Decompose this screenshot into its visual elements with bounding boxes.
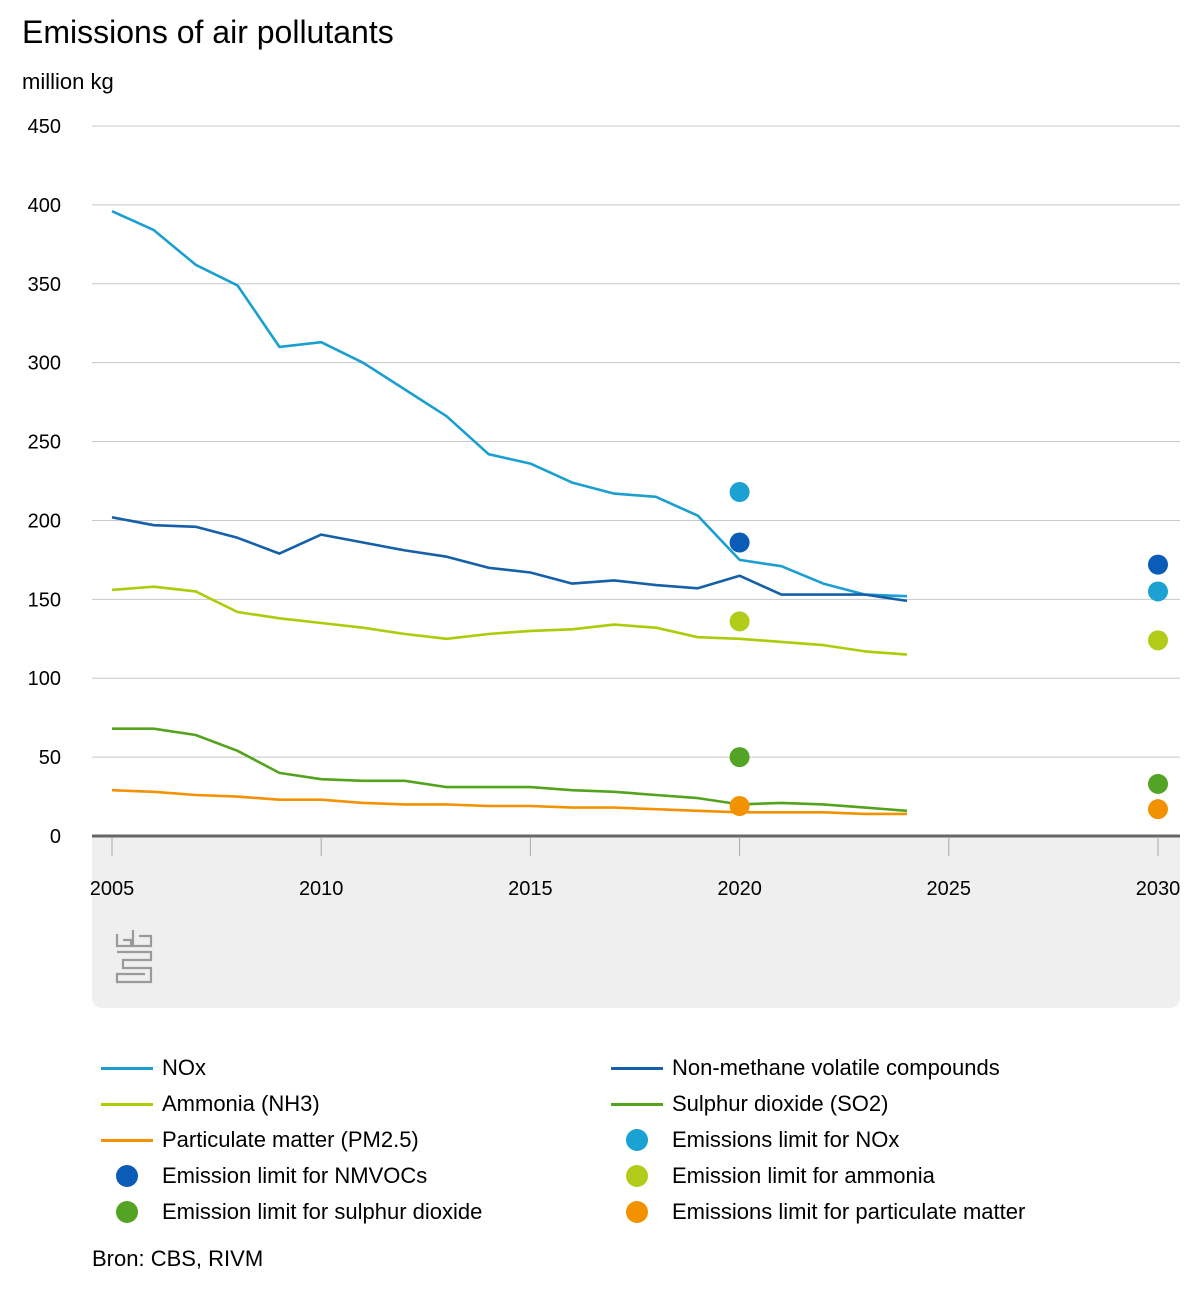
y-tick-label: 100 (28, 668, 61, 690)
limit-dot-emissions-limit-for-nox-2030 (1148, 581, 1168, 602)
limit-dots (729, 482, 1168, 820)
cbs-logo-icon (115, 930, 153, 984)
series-line-sulphur-dioxide-so2 (112, 727, 908, 813)
legend-item: Sulphur dioxide (SO2) (602, 1086, 1092, 1122)
y-tick-label: 400 (28, 195, 61, 217)
limit-dot-emission-limit-for-sulphur-dioxide-2030 (1148, 773, 1168, 794)
limit-dot-emission-limit-for-ammonia-2020 (729, 611, 750, 632)
series-line-ammonia-nh3 (111, 585, 908, 656)
legend-line-swatch (602, 1102, 672, 1106)
legend-label: Particulate matter (PM2.5) (162, 1127, 419, 1152)
legend-label: Sulphur dioxide (SO2) (672, 1091, 889, 1116)
y-tick-label: 300 (28, 353, 61, 375)
legend-dot-swatch (602, 1165, 672, 1187)
x-tick-label: 2010 (299, 878, 344, 900)
legend-dot-swatch (602, 1201, 672, 1223)
x-tick-label: 2025 (927, 878, 972, 900)
x-tick-label: 2005 (90, 878, 135, 900)
legend-item: Emission limit for ammonia (602, 1158, 1092, 1194)
limit-dot-emission-limit-for-nmvocs-2030 (1148, 554, 1168, 575)
legend-label: Emission limit for sulphur dioxide (162, 1199, 483, 1224)
limit-dot-emissions-limit-for-nox-2020 (729, 482, 750, 503)
y-tick-label: 200 (28, 510, 61, 532)
legend-dot-swatch (92, 1165, 162, 1187)
legend-label: Emissions limit for particulate matter (672, 1199, 1026, 1224)
series-lines (111, 210, 908, 816)
x-tick-label: 2020 (717, 878, 762, 900)
legend-label: NOx (162, 1055, 206, 1080)
limit-dot-emission-limit-for-ammonia-2030 (1148, 630, 1168, 651)
legend-item: Emission limit for sulphur dioxide (92, 1194, 602, 1230)
y-axis-ticks: 0 50 100 150 200 250 300 350 400 450 (28, 116, 61, 848)
legend-dot-swatch (602, 1129, 672, 1151)
legend-item: Emissions limit for NOx (602, 1122, 1092, 1158)
legend-item: Particulate matter (PM2.5) (92, 1122, 602, 1158)
legend-dot-swatch (92, 1201, 162, 1223)
legend-item: Emissions limit for particulate matter (602, 1194, 1092, 1230)
legend-line-swatch (92, 1138, 162, 1142)
legend-label: Non-methane volatile compounds (672, 1055, 1000, 1080)
legend-label: Emission limit for ammonia (672, 1163, 935, 1188)
legend-line-swatch (602, 1066, 672, 1070)
limit-dot-emissions-limit-for-particulate-matter-2030 (1148, 799, 1168, 820)
legend-item: Emission limit for NMVOCs (92, 1158, 602, 1194)
legend-label: Emission limit for NMVOCs (162, 1163, 428, 1188)
legend: NOx Non-methane volatile compounds Ammonia… (92, 1050, 1092, 1230)
y-tick-label: 50 (39, 747, 61, 769)
series-line-nox (111, 210, 908, 598)
line-chart: 0 50 100 150 200 250 300 350 400 450 2005 2010 2015… (28, 116, 1181, 1008)
legend-line-swatch (92, 1066, 162, 1070)
y-tick-label: 0 (50, 826, 61, 848)
x-axis-band-top-fill (92, 836, 1180, 856)
limit-dot-emission-limit-for-sulphur-dioxide-2020 (729, 747, 750, 768)
x-axis-band (92, 836, 1180, 1008)
x-tick-label: 2015 (508, 878, 553, 900)
series-line-particulate-matter-pm2-5 (111, 788, 907, 816)
legend-line-swatch (92, 1102, 162, 1106)
y-tick-label: 150 (28, 589, 61, 611)
x-tick-label: 2030 (1136, 878, 1181, 900)
source-note: Bron: CBS, RIVM (92, 1246, 264, 1271)
legend-label: Emissions limit for NOx (672, 1127, 900, 1152)
y-tick-label: 250 (28, 432, 61, 454)
legend-label: Ammonia (NH3) (162, 1091, 320, 1116)
limit-dot-emission-limit-for-nmvocs-2020 (729, 532, 750, 553)
y-axis-unit-label: million kg (22, 69, 114, 94)
legend-item: Ammonia (NH3) (92, 1086, 602, 1122)
y-tick-label: 450 (28, 116, 61, 138)
legend-item: Non-methane volatile compounds (602, 1050, 1092, 1086)
x-axis: 2005 2010 2015 2020 2025 2030 (90, 834, 1181, 900)
limit-dot-emissions-limit-for-particulate-matter-2020 (729, 796, 750, 817)
chart-title: Emissions of air pollutants (22, 14, 394, 50)
gridlines (92, 125, 1180, 758)
y-tick-label: 350 (28, 274, 61, 296)
series-line-non-methane-volatile-compounds (111, 516, 908, 603)
legend-item: NOx (92, 1050, 602, 1086)
